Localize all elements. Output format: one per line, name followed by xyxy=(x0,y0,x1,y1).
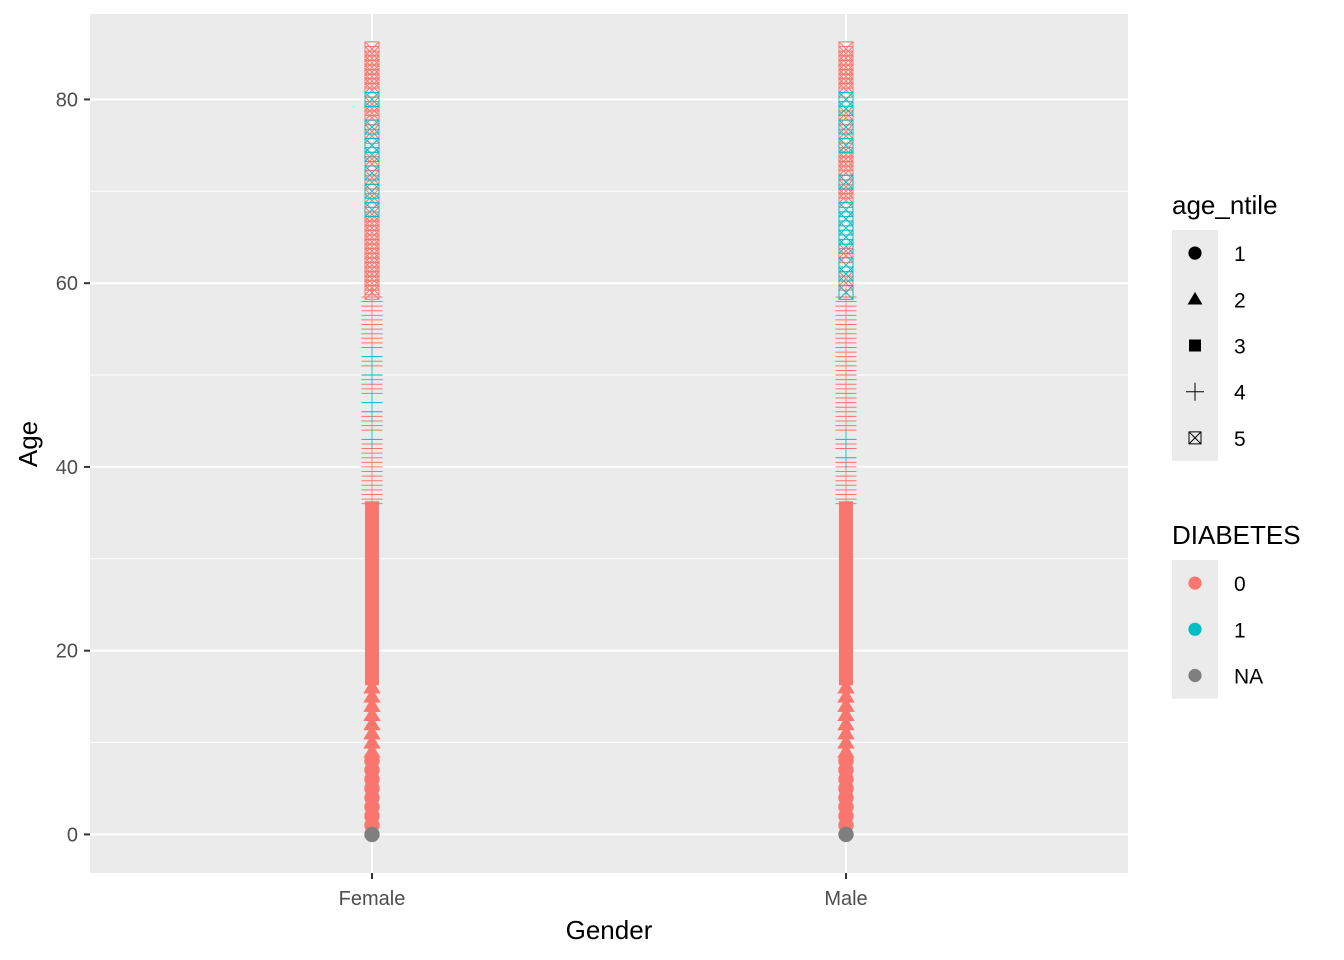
legend-age-ntile: age_ntile 1 2 3 4 5 xyxy=(1172,190,1278,461)
x-axis-title: Gender xyxy=(566,915,653,945)
data-point xyxy=(837,706,855,722)
y-tick-label: 0 xyxy=(67,824,78,846)
data-point xyxy=(361,364,383,386)
data-point xyxy=(838,284,854,300)
y-axis: 0 20 40 60 80 xyxy=(56,89,90,846)
data-point xyxy=(838,257,854,273)
data-point xyxy=(838,174,854,190)
legend-title: DIABETES xyxy=(1172,520,1301,550)
legend-key-color xyxy=(1188,668,1202,683)
data-point xyxy=(837,697,855,712)
y-tick-label: 20 xyxy=(56,641,78,663)
data-point xyxy=(363,678,381,694)
legend-label: NA xyxy=(1234,666,1263,689)
data-point xyxy=(364,119,380,135)
legend-key-square xyxy=(1189,339,1201,352)
data-points xyxy=(361,41,857,843)
data-point xyxy=(364,137,380,153)
data-point xyxy=(363,724,381,740)
legend-key-square-cross xyxy=(1188,431,1202,445)
data-point xyxy=(835,447,857,469)
data-point xyxy=(363,687,381,703)
legend-title: age_ntile xyxy=(1172,190,1278,220)
legend-label: 1 xyxy=(1234,243,1246,266)
data-point xyxy=(838,202,854,218)
data-point xyxy=(364,165,380,181)
series-diabetes-1-male xyxy=(835,91,857,469)
data-point xyxy=(835,428,857,450)
legend-key-circle xyxy=(1188,246,1202,260)
x-axis: Female Male xyxy=(339,873,868,910)
data-point xyxy=(837,678,855,694)
data-point xyxy=(363,697,381,712)
data-point xyxy=(837,743,855,758)
legend-label: 0 xyxy=(1234,573,1246,596)
legend-diabetes: DIABETES 0 1 NA xyxy=(1172,520,1301,699)
data-point xyxy=(364,826,380,843)
data-point xyxy=(363,706,381,722)
series-diabetes-na-female xyxy=(364,826,380,843)
data-point xyxy=(838,91,854,107)
series-diabetes-0-male xyxy=(835,41,857,833)
data-point xyxy=(363,715,381,731)
data-point xyxy=(363,743,381,758)
y-tick-label: 80 xyxy=(56,89,78,111)
legend-label: 4 xyxy=(1234,382,1246,405)
x-tick-label: Female xyxy=(339,888,406,910)
legend-label: 5 xyxy=(1234,428,1246,451)
legend-key-triangle xyxy=(1187,291,1203,305)
y-tick-label: 60 xyxy=(56,273,78,295)
x-tick-label: Male xyxy=(824,888,867,910)
data-point xyxy=(364,183,380,199)
data-point xyxy=(838,119,854,135)
series-diabetes-1-female xyxy=(361,91,383,450)
data-point xyxy=(837,724,855,740)
data-point xyxy=(838,826,854,843)
legend-area: age_ntile 1 2 3 4 5 DIABETES 0 1 NA xyxy=(1172,190,1301,699)
data-point xyxy=(364,91,380,107)
data-point xyxy=(837,687,855,703)
data-point xyxy=(837,733,855,749)
data-point xyxy=(838,41,854,57)
data-point xyxy=(837,715,855,731)
series-diabetes-na-male xyxy=(838,826,854,843)
minor-gridlines xyxy=(90,190,1128,744)
data-point xyxy=(361,346,383,368)
legend-label: 1 xyxy=(1234,619,1246,642)
data-point xyxy=(364,41,380,57)
data-point xyxy=(361,392,383,414)
legend-key-plus xyxy=(1186,382,1204,401)
data-point xyxy=(838,137,854,153)
data-point xyxy=(361,428,383,450)
legend-label: 3 xyxy=(1234,336,1246,359)
plot-panel xyxy=(90,14,1128,873)
y-tick-label: 40 xyxy=(56,457,78,479)
legend-key-color xyxy=(1188,576,1202,590)
legend-key-color xyxy=(1188,622,1202,636)
data-point xyxy=(364,202,380,218)
data-point xyxy=(363,733,381,749)
y-axis-title: Age xyxy=(13,421,43,467)
legend-label: 2 xyxy=(1234,289,1246,312)
